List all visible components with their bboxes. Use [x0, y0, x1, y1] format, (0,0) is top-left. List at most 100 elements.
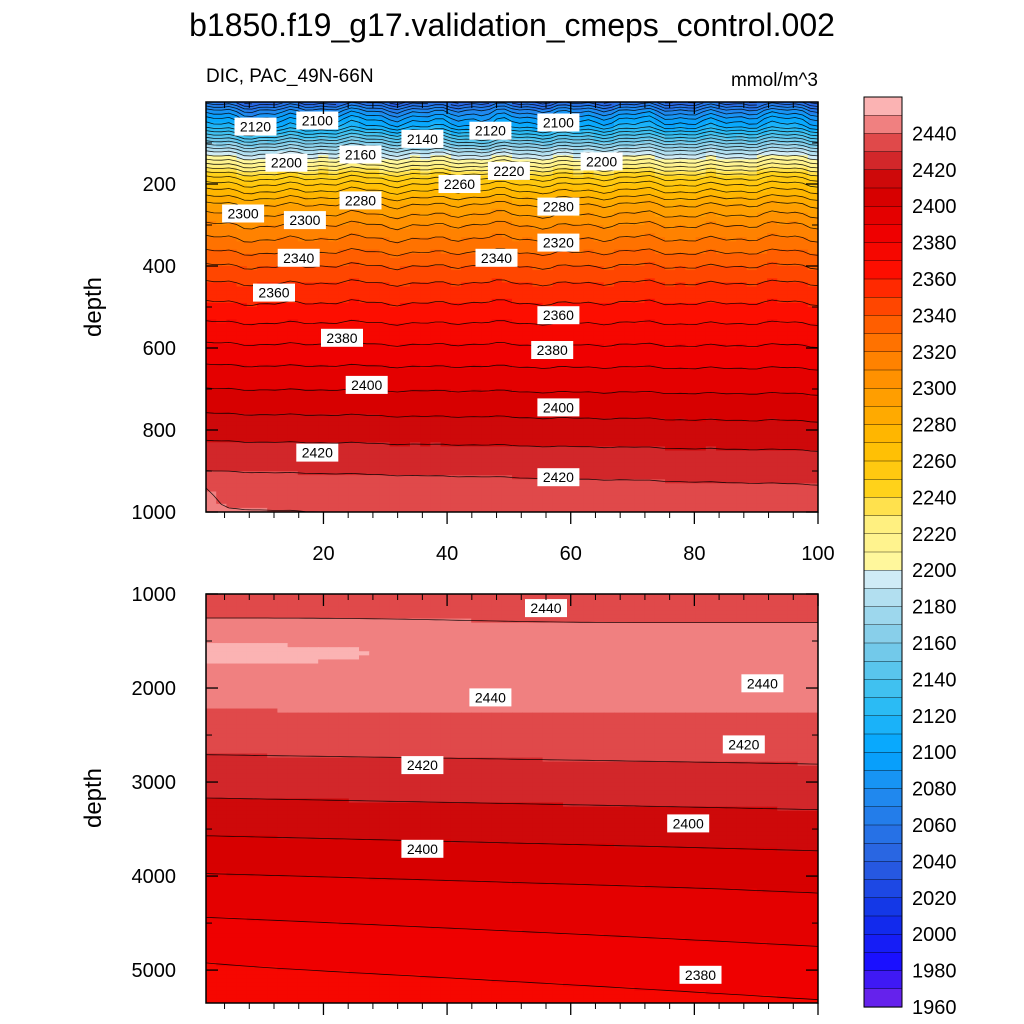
- contour-cell: [206, 401, 217, 406]
- contour-cell: [389, 138, 401, 144]
- contour-cell: [450, 335, 462, 341]
- contour-cell: [399, 188, 411, 193]
- contour-cell: [807, 245, 818, 251]
- contour-cell: [777, 134, 788, 140]
- contour-cell: [716, 253, 727, 259]
- contour-cell: [726, 352, 737, 357]
- contour-cell: [297, 319, 309, 324]
- contour-cell: [756, 233, 768, 238]
- contour-cell: [277, 343, 289, 349]
- contour-cell: [512, 438, 523, 443]
- contour-cell: [410, 364, 421, 370]
- contour-cell: [491, 315, 503, 320]
- contour-cell: [624, 290, 635, 296]
- contour-cell: [573, 343, 584, 349]
- contour-cell: [369, 298, 380, 304]
- contour-cell: [736, 380, 748, 386]
- contour-cell: [787, 114, 799, 119]
- contour-cell: [389, 147, 401, 152]
- contour-cell: [338, 253, 350, 259]
- contour-cell: [675, 266, 686, 271]
- contour-cell: [736, 343, 748, 349]
- contour-cell: [297, 356, 309, 361]
- contour-cell: [522, 290, 533, 296]
- contour-cell: [440, 376, 452, 382]
- contour-cell: [501, 204, 513, 210]
- contour-cell: [491, 216, 503, 222]
- contour-cell: [705, 225, 717, 230]
- contour-cell: [389, 323, 401, 329]
- contour-cell: [369, 179, 380, 185]
- contour-cell: [430, 380, 442, 386]
- contour-cell: [461, 319, 472, 324]
- contour-cell: [634, 196, 646, 201]
- contour-cell: [318, 372, 329, 378]
- contour-cell: [603, 405, 615, 411]
- contour-cell: [726, 409, 737, 415]
- contour-cell: [246, 278, 258, 283]
- contour-cell: [573, 249, 584, 255]
- contour-cell: [246, 188, 258, 193]
- contour-cell: [389, 163, 401, 169]
- contour-cell: [206, 360, 217, 365]
- contour-cell: [226, 409, 238, 415]
- contour-cell: [624, 118, 635, 124]
- contour-cell: [471, 380, 482, 386]
- contour-cell: [767, 384, 778, 390]
- contour-cell: [563, 220, 574, 226]
- contour-cell: [512, 302, 523, 308]
- contour-cell: [726, 384, 737, 390]
- contour-cell: [267, 434, 278, 439]
- contour-cell: [379, 323, 391, 329]
- contour-cell: [461, 192, 472, 197]
- contour-cell: [420, 430, 431, 435]
- contour-cell: [787, 327, 799, 333]
- contour-cell: [379, 225, 391, 230]
- contour-cell: [471, 434, 482, 439]
- contour-cell: [624, 389, 635, 394]
- contour-cell: [593, 397, 605, 402]
- contour-cell: [807, 286, 818, 292]
- contour-cell: [675, 425, 686, 431]
- contour-cell: [624, 233, 635, 238]
- contour-cell: [716, 438, 727, 443]
- contour-cell: [726, 360, 737, 365]
- contour-cell: [777, 163, 788, 169]
- contour-cell: [420, 233, 431, 238]
- contour-cell: [471, 323, 482, 329]
- contour-cell: [257, 430, 268, 435]
- contour-cell: [665, 274, 676, 279]
- contour-cell: [665, 384, 676, 390]
- contour-cell: [338, 409, 350, 415]
- contour-cell: [787, 245, 799, 251]
- contour-cell: [563, 282, 574, 288]
- contour-cell: [756, 266, 768, 271]
- contour-cell: [644, 282, 656, 288]
- contour-cell: [685, 364, 697, 370]
- contour-cell: [807, 220, 818, 226]
- contour-cell: [399, 298, 411, 304]
- contour-cell: [614, 425, 625, 431]
- contour-cell: [308, 405, 319, 411]
- contour-cell: [430, 376, 442, 382]
- contour-cell: [593, 393, 605, 398]
- contour-cell: [257, 331, 268, 337]
- contour-cell: [807, 352, 818, 357]
- contour-cell: [767, 278, 778, 283]
- contour-cell: [583, 200, 595, 206]
- contour-cell: [359, 229, 370, 234]
- contour-cell: [583, 196, 595, 201]
- contour-cell: [797, 225, 809, 230]
- contour-cell: [685, 134, 697, 140]
- contour-cell: [512, 339, 523, 345]
- contour-cell: [685, 327, 697, 333]
- contour-cell: [481, 237, 493, 242]
- contour-cell: [603, 315, 615, 320]
- contour-cell: [328, 286, 340, 292]
- contour-cell: [603, 216, 615, 222]
- contour-cell: [379, 368, 391, 374]
- contour-cell: [726, 114, 737, 119]
- contour-cell: [654, 384, 666, 390]
- contour-cell: [348, 270, 360, 275]
- contour-cell: [644, 315, 656, 320]
